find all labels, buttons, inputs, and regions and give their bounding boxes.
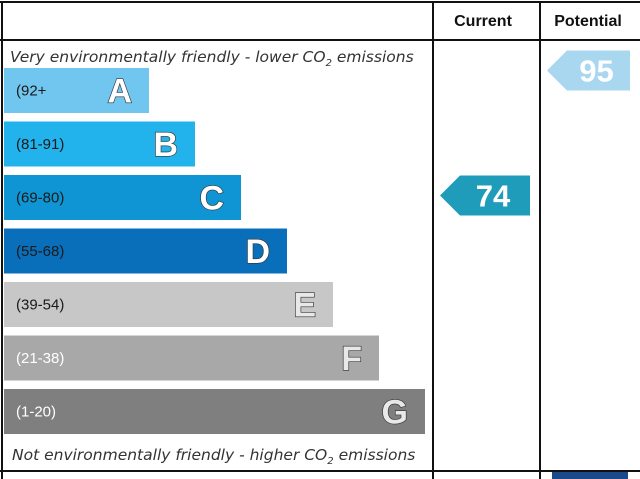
band-bar-f [4,335,379,381]
band-g: (1-20) G [4,389,425,434]
top-note-subscript: 2 [326,58,332,69]
potential-score-arrow-shape [547,50,630,91]
top-note: Very environmentally friendly - lower CO… [10,48,414,69]
band-bar-e [4,282,333,327]
current-score-arrow-shape [440,175,530,216]
band-range-a: (92+ [16,83,47,100]
top-note-text: Very environmentally friendly - lower CO [10,48,326,66]
current-score-arrow-value: 74 [476,179,511,214]
potential-score-arrow-value: 95 [579,54,613,89]
potential-header: Potential [554,13,622,30]
band-bar-c [4,175,241,220]
band-bar-a [4,68,149,113]
band-letter-d: D [245,233,270,271]
current-score-arrow: 74 [440,175,530,216]
top-note-suffix: emissions [332,48,414,66]
band-f: (21-38) F [4,335,379,381]
bottom-note: Not environmentally friendly - higher CO… [12,446,415,467]
band-range-d: (55-68) [16,243,64,260]
current-header: Current [454,13,512,30]
band-range-e: (39-54) [16,297,64,314]
bottom-note-suffix: emissions [334,446,416,464]
band-d: (55-68) D [4,228,287,274]
band-letter-f: F [341,340,362,378]
band-c: (69-80) C [4,175,241,220]
band-range-g: (1-20) [16,404,56,421]
band-letter-b: B [153,126,178,164]
bottom-note-text: Not environmentally friendly - higher CO [12,446,327,464]
rating-bands: (92+ A (81-91) B (69-80) C (55-68) D (39-54) E (21… [4,68,425,434]
potential-score-arrow: 95 [547,50,630,91]
score-arrows: 74 95 [440,50,630,216]
band-bar-b [4,121,195,167]
band-range-c: (69-80) [16,190,64,207]
band-e: (39-54) E [4,282,333,327]
band-b: (81-91) B [4,121,195,167]
band-letter-c: C [199,180,224,218]
next-row-marker [552,472,628,479]
band-bar-g [4,389,425,434]
band-range-b: (81-91) [16,136,64,153]
band-letter-g: G [382,394,408,432]
band-range-f: (21-38) [16,350,64,367]
band-letter-e: E [293,287,316,325]
header-row [0,0,640,40]
band-letter-a: A [107,73,132,111]
bottom-note-subscript: 2 [327,456,333,467]
band-bar-d [4,228,287,274]
band-a: (92+ A [4,68,149,113]
